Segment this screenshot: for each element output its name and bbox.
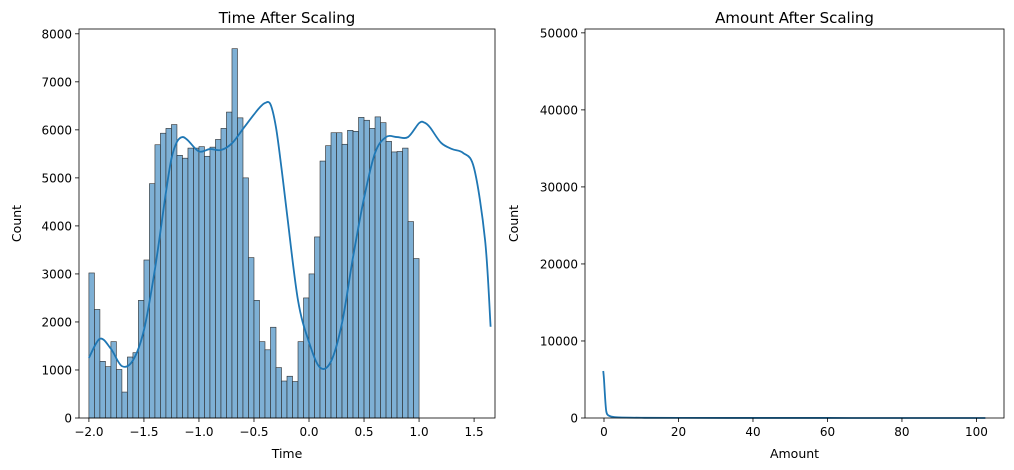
histogram-bar — [319, 160, 326, 419]
histogram-bar — [88, 272, 95, 419]
histogram-bar — [237, 117, 244, 419]
x-axis-label: Amount — [770, 446, 819, 461]
y-tick-label: 4000 — [41, 219, 72, 233]
histogram-bar — [303, 297, 310, 419]
histogram-bar — [94, 309, 101, 419]
histogram-bar — [292, 381, 299, 419]
histogram-bar — [176, 155, 183, 419]
x-tick-label: 0.0 — [299, 425, 318, 439]
histogram-bar — [99, 361, 106, 419]
chart-title: Time After Scaling — [218, 9, 356, 27]
histogram-bar — [391, 151, 398, 419]
y-axis-ticks: 0 1000 2000 3000 4000 5000 6000 7000 8000 — [41, 27, 79, 426]
histogram-bar — [336, 132, 343, 419]
x-axis-ticks: 0 20 40 60 80 100 — [600, 418, 988, 439]
histogram-bar — [154, 144, 161, 419]
x-tick-label: −1.5 — [129, 425, 158, 439]
time-histogram-panel: −2.0 −1.5 −1.0 −0.5 0.0 0.5 1.0 1.5 0 1000 2000 30… — [9, 9, 496, 461]
y-tick-label: 20000 — [540, 257, 578, 271]
histogram-bar — [138, 300, 145, 419]
y-tick-label: 6000 — [41, 123, 72, 137]
x-axis-ticks: −2.0 −1.5 −1.0 −0.5 0.0 0.5 1.0 1.5 — [74, 418, 484, 439]
x-tick-label: −0.5 — [239, 425, 268, 439]
x-tick-label: 20 — [671, 425, 686, 439]
y-axis-label: Count — [9, 205, 24, 242]
histogram-bar — [314, 236, 321, 419]
histogram-bar — [413, 258, 420, 419]
histogram-bar — [385, 141, 392, 419]
histogram-bar — [374, 116, 381, 419]
y-tick-label: 50000 — [540, 26, 578, 40]
y-tick-label: 40000 — [540, 103, 578, 117]
y-tick-label: 8000 — [41, 27, 72, 41]
histogram-bar — [352, 130, 359, 419]
histogram-bar — [281, 380, 288, 419]
histogram-bar — [275, 367, 282, 419]
y-tick-label: 1000 — [41, 363, 72, 377]
x-axis-label: Time — [271, 446, 303, 461]
histogram-bar — [198, 146, 205, 419]
x-tick-label: 1.5 — [465, 425, 484, 439]
plot-area — [585, 29, 1004, 418]
x-tick-label: 100 — [965, 425, 988, 439]
x-tick-label: 80 — [894, 425, 909, 439]
x-tick-label: −1.0 — [184, 425, 213, 439]
plot-frame — [78, 28, 496, 419]
amount-histogram-panel: 0 20 40 60 80 100 01000020000300004000050000 … — [506, 9, 1005, 461]
histogram-bar — [259, 341, 266, 419]
y-tick-label: 7000 — [41, 75, 72, 89]
x-tick-label: 0.5 — [354, 425, 373, 439]
histogram-bar — [204, 155, 211, 419]
y-tick-label: 3000 — [41, 267, 72, 281]
histogram-bar — [248, 257, 255, 419]
histogram-bar — [116, 369, 123, 419]
y-tick-label: 0 — [64, 412, 72, 426]
chart-title: Amount After Scaling — [715, 9, 874, 27]
kde-curve — [88, 101, 492, 370]
histogram-bar — [105, 366, 112, 419]
histogram-bar — [297, 341, 304, 419]
histogram-bar — [231, 48, 238, 419]
y-axis-ticks: 0 10000 20000 30000 40000 50000 — [540, 26, 585, 426]
y-tick-label: 0 — [570, 412, 578, 426]
x-tick-label: 0 — [600, 425, 608, 439]
histogram-bar — [215, 139, 222, 419]
histogram-bar — [121, 391, 128, 419]
histogram-bar — [182, 157, 189, 419]
y-axis-label: Count — [506, 205, 521, 242]
histogram-bar — [171, 124, 178, 419]
y-tick-label: 30000 — [540, 180, 578, 194]
histogram-bar — [270, 326, 277, 419]
x-tick-label: −2.0 — [74, 425, 103, 439]
histogram-bar — [264, 349, 271, 419]
plot-frame — [584, 28, 1005, 419]
x-tick-label: 40 — [745, 425, 760, 439]
histogram-bar — [226, 111, 233, 419]
histogram-bar — [407, 221, 414, 419]
histogram-bar — [193, 147, 200, 419]
histogram-bar — [358, 117, 365, 419]
histogram-bar — [132, 352, 139, 419]
histogram-bar — [209, 146, 216, 419]
histogram-bar — [143, 259, 150, 419]
histogram-bar — [160, 132, 167, 419]
histogram-bar — [187, 147, 194, 419]
histogram-bar — [402, 147, 409, 419]
y-tick-label: 5000 — [41, 171, 72, 185]
y-tick-label: 10000 — [540, 334, 578, 348]
histogram-bar — [330, 132, 337, 419]
histogram-bar — [380, 122, 387, 419]
histogram-bar — [341, 143, 348, 419]
histogram-bar — [220, 128, 227, 419]
x-tick-label: 60 — [820, 425, 835, 439]
histogram-bar — [286, 375, 293, 419]
histogram-bar — [363, 119, 370, 419]
x-tick-label: 1.0 — [410, 425, 429, 439]
histogram-bar — [325, 145, 332, 419]
histogram-bar — [253, 300, 260, 419]
histogram-bar — [242, 177, 249, 419]
histogram-bar — [396, 151, 403, 419]
y-tick-label: 2000 — [41, 315, 72, 329]
